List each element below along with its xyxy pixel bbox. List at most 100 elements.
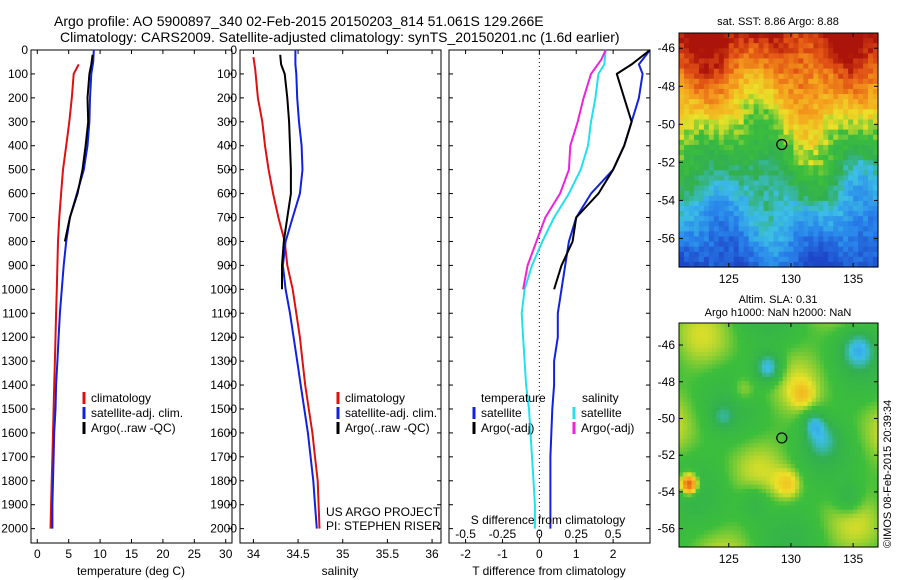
map-cell bbox=[868, 114, 874, 121]
map-cell bbox=[733, 99, 740, 105]
map-cell bbox=[818, 200, 824, 207]
map-cell bbox=[737, 410, 742, 415]
map-cell bbox=[823, 134, 829, 141]
map-cell bbox=[741, 372, 746, 378]
map-cell bbox=[695, 405, 701, 411]
map-cell bbox=[724, 422, 730, 428]
map-cell bbox=[873, 43, 879, 49]
map-cell bbox=[761, 393, 767, 399]
s-tick-label: 0.5 bbox=[605, 527, 622, 541]
map-cell bbox=[698, 78, 705, 85]
map-cell bbox=[778, 426, 784, 432]
map-cell bbox=[778, 343, 784, 349]
map-cell bbox=[824, 368, 829, 374]
map-cell bbox=[832, 352, 838, 357]
map-cell bbox=[687, 509, 693, 515]
y-tick-label: 500 bbox=[8, 163, 28, 177]
map-cell bbox=[741, 323, 746, 328]
map-cell bbox=[737, 501, 742, 507]
map-cell bbox=[745, 430, 751, 436]
map-cell bbox=[858, 48, 864, 54]
map-cell bbox=[798, 190, 804, 197]
map-cell bbox=[803, 335, 809, 341]
map-cell bbox=[838, 221, 844, 227]
map-cell bbox=[761, 405, 767, 411]
map-cell bbox=[786, 505, 792, 511]
map-cell bbox=[869, 401, 875, 407]
map-cell bbox=[853, 33, 859, 39]
map-cell bbox=[720, 443, 726, 449]
difference-y-ticks bbox=[449, 49, 650, 530]
map-cell bbox=[848, 376, 854, 382]
map-cell bbox=[838, 185, 844, 192]
map-cell bbox=[757, 339, 763, 345]
map-cell bbox=[743, 38, 750, 44]
map-cell bbox=[844, 443, 850, 449]
map-cell bbox=[803, 261, 809, 268]
map-cell bbox=[712, 393, 717, 399]
map-cell bbox=[793, 185, 799, 192]
map-cell bbox=[832, 538, 838, 544]
map-cell bbox=[848, 459, 854, 465]
map-cell bbox=[799, 364, 804, 370]
map-cell bbox=[699, 451, 705, 457]
map-cell bbox=[768, 43, 775, 49]
map-cell bbox=[807, 443, 813, 449]
map-cell bbox=[737, 385, 742, 390]
map-cell bbox=[716, 447, 722, 453]
map-cell bbox=[807, 426, 813, 432]
x-tick-label: 36 bbox=[425, 547, 439, 561]
map-cell bbox=[770, 426, 775, 432]
map-cell bbox=[873, 195, 879, 202]
map-cell bbox=[766, 393, 771, 399]
map-cell bbox=[848, 195, 854, 202]
map-cell bbox=[768, 221, 775, 227]
map-cell bbox=[753, 422, 759, 428]
map-cell bbox=[699, 397, 705, 403]
map-cell bbox=[868, 144, 874, 151]
map-cell bbox=[843, 124, 849, 131]
map-cell bbox=[698, 221, 705, 227]
map-cell bbox=[703, 472, 709, 478]
map-cell bbox=[695, 426, 701, 432]
map-cell bbox=[683, 501, 688, 507]
y-tick-label: 600 bbox=[8, 187, 28, 201]
map-cell bbox=[873, 414, 879, 420]
map-cell bbox=[732, 509, 738, 515]
map-cell bbox=[857, 488, 863, 494]
map-cell bbox=[788, 94, 795, 100]
map-cell bbox=[832, 430, 838, 436]
map-cell bbox=[737, 447, 742, 453]
map-cell bbox=[844, 509, 850, 515]
map-cell bbox=[774, 376, 780, 382]
map-cell bbox=[738, 114, 745, 121]
map-cell bbox=[683, 231, 690, 238]
map-cell bbox=[699, 530, 705, 536]
map-cell bbox=[713, 119, 720, 126]
map-cell bbox=[838, 180, 844, 187]
map-cell bbox=[718, 58, 725, 65]
temperature-x-ticks: 0 5 10 15 20 25 30 bbox=[34, 50, 233, 561]
map-cell bbox=[857, 476, 863, 482]
map-cell bbox=[695, 534, 701, 540]
map-cell bbox=[865, 426, 871, 432]
map-cell bbox=[778, 405, 784, 411]
map-cell bbox=[844, 352, 850, 357]
map-cell bbox=[873, 139, 879, 146]
map-cell bbox=[741, 426, 746, 432]
map-cell bbox=[783, 251, 790, 258]
map-cell bbox=[753, 343, 759, 349]
map-cell bbox=[778, 180, 785, 187]
map-cell bbox=[749, 476, 755, 482]
map-cell bbox=[824, 517, 829, 523]
map-cell bbox=[713, 43, 720, 49]
map-cell bbox=[768, 38, 775, 44]
map-cell bbox=[795, 356, 800, 361]
map-cell bbox=[728, 134, 735, 141]
map-cell bbox=[770, 530, 775, 536]
map-cell bbox=[833, 195, 839, 202]
map-cell bbox=[783, 114, 790, 121]
map-cell bbox=[724, 538, 730, 544]
map-cell bbox=[811, 451, 817, 457]
map-cell bbox=[863, 83, 869, 90]
